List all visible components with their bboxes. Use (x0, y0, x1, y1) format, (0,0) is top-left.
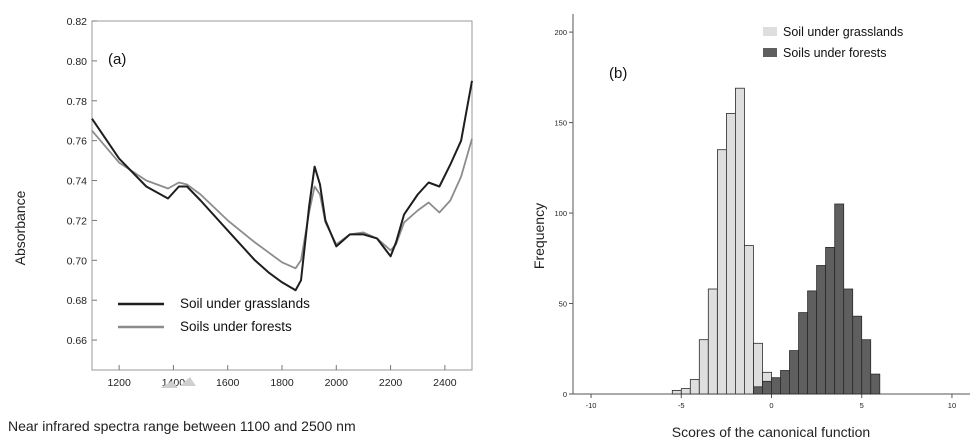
histogram-bar-grasslands (753, 342, 763, 395)
series-line-grasslands (91, 80, 473, 292)
y-tick-label: 100 (554, 209, 567, 218)
histogram-bar-grasslands (707, 288, 718, 395)
panel-b-x-ticks: -10 -5 0 5 10 (586, 394, 956, 410)
y-tick-label: 0.66 (67, 335, 88, 347)
y-tick-label: 0.78 (67, 96, 88, 108)
faint-mark-right (180, 377, 196, 386)
histogram-bar-forests (798, 312, 808, 395)
x-tick-label: 1600 (216, 377, 240, 389)
legend-label-grasslands-b: Soil under grasslands (783, 25, 903, 39)
panel-a-y-ticks: 0.66 0.68 0.70 0.72 0.74 0.76 0.78 0.80 0.82 (67, 16, 97, 347)
panel-b-histogram: 0 50 100 150 200 -10 -5 0 5 10 (b) Soil under gr… (531, 14, 970, 440)
y-tick-label: 200 (554, 28, 567, 37)
panel-b-label: (b) (609, 65, 627, 82)
legend-swatch-forests-b (763, 48, 777, 57)
histogram-bar-grasslands (735, 87, 745, 395)
panel-a-y-axis-label: Absorbance (12, 190, 28, 265)
x-tick-label: 2200 (379, 377, 403, 389)
x-tick-label: 0 (769, 401, 773, 410)
panel-b-x-axis-label: Scores of the canonical function (672, 424, 870, 440)
legend-label-grasslands: Soil under grasslands (180, 296, 310, 311)
y-tick-label: 0 (563, 390, 567, 399)
histogram-bar-forests (780, 370, 790, 395)
x-tick-label: 2000 (325, 377, 349, 389)
histogram-bar-grasslands (689, 379, 700, 395)
legend-swatch-grasslands-b (763, 27, 777, 36)
histogram-bar-grasslands (726, 113, 736, 395)
panel-b-legend: Soil under grasslands Soils under forest… (763, 25, 903, 60)
panel-b-bars (671, 87, 881, 395)
panel-a-line-chart: 0.66 0.68 0.70 0.72 0.74 0.76 0.78 0.80 0.82 120… (8, 16, 473, 434)
x-tick-label: 1800 (270, 377, 294, 389)
y-tick-label: 150 (554, 119, 567, 128)
x-tick-label: -5 (678, 401, 685, 410)
histogram-bar-forests (771, 377, 781, 395)
x-tick-label: 1200 (107, 377, 131, 389)
histogram-bar-forests (861, 339, 872, 395)
y-tick-label: 0.72 (67, 215, 88, 227)
histogram-bar-forests (825, 246, 835, 395)
histogram-bar-forests (807, 290, 817, 395)
series-line-forests (91, 130, 473, 270)
y-tick-label: 0.74 (67, 176, 88, 188)
histogram-bar-forests (762, 380, 772, 395)
x-tick-label: 5 (860, 401, 864, 410)
x-tick-label: 2400 (433, 377, 457, 389)
legend-label-forests: Soils under forests (180, 319, 292, 334)
faint-mark-left (160, 381, 178, 388)
histogram-bar-forests (834, 203, 845, 395)
y-tick-label: 0.80 (67, 56, 88, 68)
histogram-bar-forests (852, 315, 863, 395)
y-tick-label: 0.76 (67, 136, 88, 148)
y-tick-label: 50 (559, 300, 567, 309)
histogram-bar-grasslands (744, 245, 754, 395)
panel-a-x-axis-label: Near infrared spectra range between 1100… (8, 418, 356, 434)
histogram-bar-forests (870, 373, 881, 395)
x-tick-label: -10 (586, 401, 597, 410)
panel-a-series-lines (91, 80, 473, 292)
panel-a-label: (a) (108, 51, 126, 68)
y-tick-label: 0.82 (67, 16, 88, 28)
y-tick-label: 0.70 (67, 255, 88, 267)
histogram-bar-forests (789, 350, 799, 395)
histogram-bar-grasslands (698, 339, 709, 395)
histogram-bar-grasslands (717, 149, 727, 395)
histogram-bar-forests (843, 288, 854, 395)
panel-b-y-ticks: 0 50 100 150 200 (554, 28, 573, 399)
histogram-bar-grasslands (671, 389, 682, 395)
histogram-bar-grasslands (680, 388, 691, 395)
panel-a-legend: Soil under grasslands Soils under forest… (118, 296, 310, 334)
legend-label-forests-b: Soils under forests (783, 46, 887, 60)
x-tick-label: 10 (948, 401, 956, 410)
panel-a-plot-frame (91, 20, 473, 371)
histogram-bar-forests (753, 386, 763, 395)
y-tick-label: 0.68 (67, 295, 88, 307)
panel-b-y-axis-label: Frequency (531, 203, 547, 269)
histogram-bar-forests (816, 265, 826, 395)
